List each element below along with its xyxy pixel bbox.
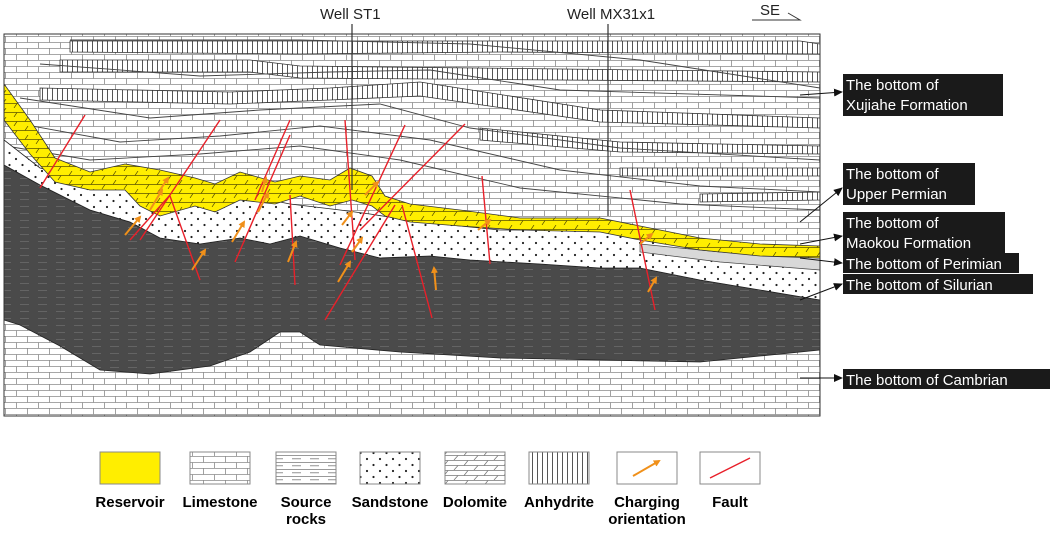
direction-label: SE (760, 2, 780, 19)
legend-label: rocks (286, 511, 326, 528)
formation-label-line: The bottom of Perimian (846, 256, 1002, 273)
formation-label: The bottom of Cambrian (800, 369, 1050, 389)
direction-indicator: SE (752, 2, 802, 21)
formation-label-line: Maokou Formation (846, 235, 971, 252)
label-background (843, 253, 1019, 273)
formation-label-line: Xujiahe Formation (846, 97, 968, 114)
label-background (843, 163, 975, 205)
label-background (843, 74, 1003, 116)
label-background (843, 212, 1005, 254)
formation-label-line: Upper Permian (846, 186, 947, 203)
legend-label: Fault (712, 494, 748, 511)
legend-label: Sandstone (352, 494, 429, 511)
label-pointer-arrow (799, 187, 843, 223)
formation-label-line: The bottom of Cambrian (846, 372, 1008, 389)
label-pointer-arrow (799, 257, 843, 267)
legend-item-fault: Fault (699, 451, 761, 511)
legend-swatch-source (275, 451, 337, 485)
anhydrite-band (39, 81, 820, 129)
label-background (843, 369, 1050, 389)
formation-label: The bottom of Upper Permian (799, 163, 975, 223)
legend-label: Anhydrite (524, 494, 594, 511)
legend-label: Dolomite (443, 494, 507, 511)
formation-label: The bottom of Maokou Formation (799, 212, 1005, 254)
legend-label: orientation (608, 511, 686, 528)
legend-label: Charging (614, 494, 680, 511)
formation-label-line: The bottom of Silurian (846, 277, 993, 294)
anhydrite-band (59, 59, 820, 83)
well-mx31x1: Well MX31x1 (567, 6, 655, 216)
legend-item-limestone: Limestone (182, 451, 258, 511)
label-background (843, 274, 1033, 294)
section-frame (3, 33, 821, 417)
formation-label: The bottom of Silurian (799, 274, 1033, 301)
legend-label: Limestone (182, 494, 257, 511)
charging-arrow-icon (632, 460, 661, 477)
legend-swatch-dolomite (444, 451, 506, 485)
label-pointer-arrow (799, 283, 843, 301)
charging-arrows (124, 176, 657, 293)
label-pointer-arrow (799, 233, 843, 245)
fault-line-icon (709, 457, 751, 479)
anhydrite-band (479, 127, 820, 155)
well-st1: Well ST1 (320, 6, 381, 190)
legend-swatch-reservoir (99, 451, 161, 485)
formation-boundaries (5, 39, 820, 211)
section-body (4, 34, 820, 416)
legend-item-sandstone: Sandstone (352, 451, 429, 511)
legend-swatch-anhydrite (528, 451, 590, 485)
legend-swatch-sandstone (359, 451, 421, 485)
legend-label: Source (281, 494, 332, 511)
legend-label: Reservoir (95, 494, 164, 511)
well-st1-label: Well ST1 (320, 6, 381, 23)
label-pointer-arrow (799, 88, 843, 97)
formation-label-line: The bottom of (846, 166, 939, 183)
reservoir-layer (4, 83, 820, 259)
legend-item-reservoir: Reservoir (95, 451, 165, 511)
legend-swatch-limestone (189, 451, 251, 485)
anhydrite-band (69, 40, 820, 55)
legend-item-anhydrite: Anhydrite (524, 451, 594, 511)
legend-item-dolomite: Dolomite (443, 451, 507, 511)
formation-label: The bottom of Xujiahe Formation (799, 74, 1003, 116)
anhydrite-band (699, 191, 820, 203)
anhydrite-band (619, 167, 820, 177)
formation-label-line: The bottom of (846, 77, 939, 94)
direction-arrow-icon (752, 12, 802, 21)
formation-label: The bottom of Perimian (799, 253, 1019, 273)
formation-label-line: The bottom of (846, 215, 939, 232)
well-mx31x1-label: Well MX31x1 (567, 6, 655, 23)
